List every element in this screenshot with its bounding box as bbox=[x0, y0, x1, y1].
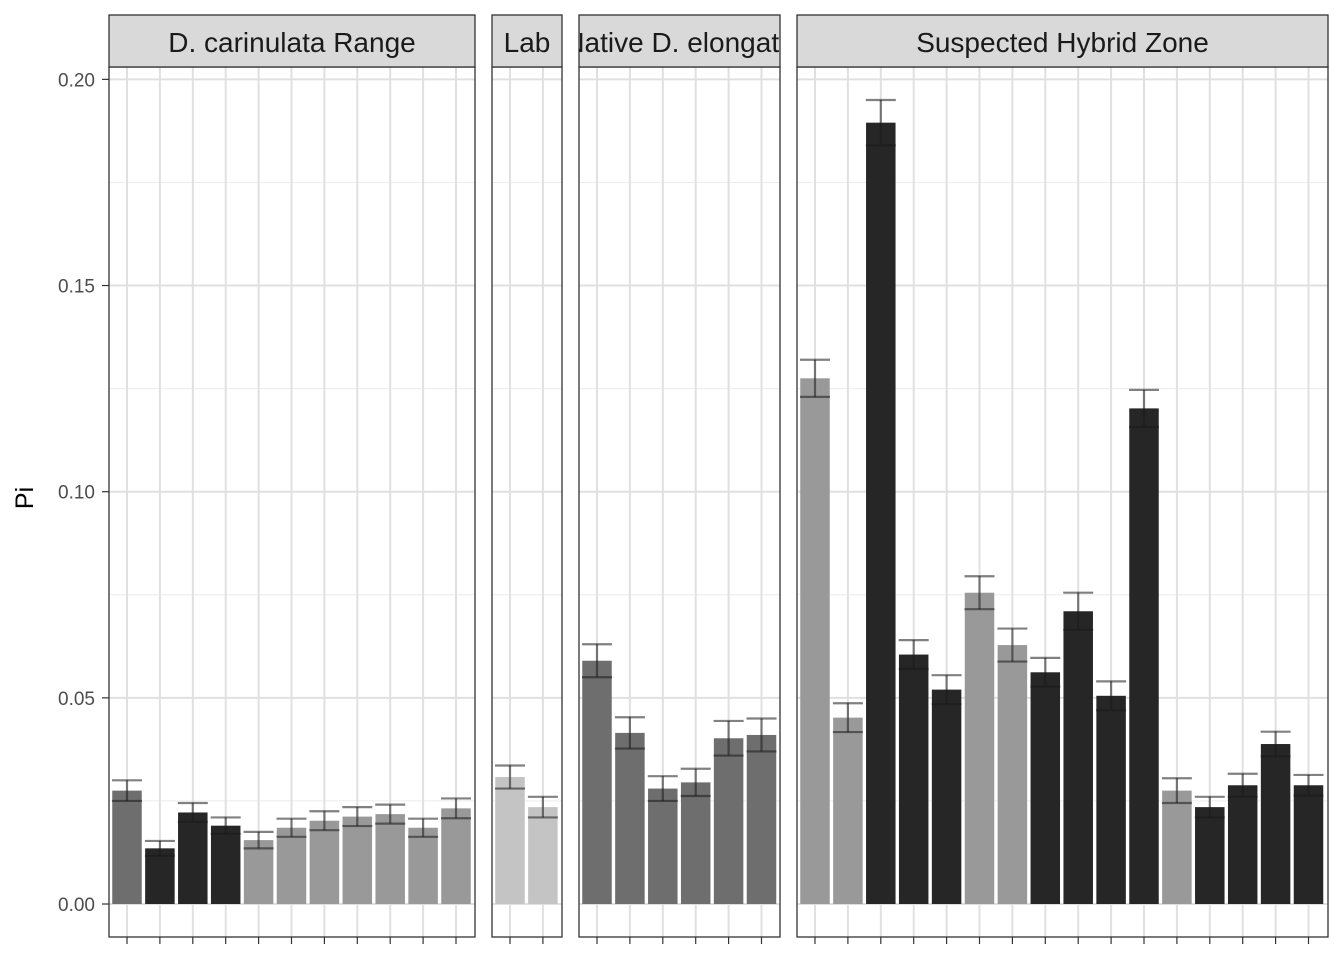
error-bar bbox=[342, 806, 373, 828]
bar bbox=[1227, 785, 1258, 905]
bar bbox=[112, 790, 142, 905]
bar bbox=[582, 660, 612, 905]
error-bar bbox=[582, 643, 612, 679]
error-bar bbox=[177, 801, 208, 824]
facet-panel: Suspected Hybrid Zone bbox=[796, 14, 1329, 944]
error-bar bbox=[713, 719, 744, 757]
error-bar bbox=[832, 702, 863, 734]
bar bbox=[1195, 807, 1225, 905]
bar bbox=[408, 827, 438, 905]
facet-strip bbox=[796, 14, 1329, 68]
y-tick-label: 0.15 bbox=[58, 277, 95, 298]
bar bbox=[1030, 672, 1061, 905]
error-bar bbox=[931, 674, 962, 706]
error-bar bbox=[1030, 656, 1061, 688]
facet-panel: D. carinulata Range bbox=[108, 14, 476, 944]
facet-strip-label: D. carinulata Range bbox=[168, 27, 415, 58]
y-tick-label: 0.10 bbox=[58, 483, 95, 504]
error-bar bbox=[441, 797, 471, 820]
error-bar bbox=[1096, 680, 1127, 712]
bar bbox=[1096, 695, 1126, 905]
bar bbox=[898, 654, 929, 905]
facet-strip bbox=[108, 14, 476, 68]
bar bbox=[1129, 408, 1159, 905]
bar bbox=[648, 788, 678, 905]
y-tick-label: 0.20 bbox=[58, 70, 95, 91]
bar bbox=[1162, 790, 1192, 905]
bar bbox=[615, 732, 645, 905]
bar bbox=[243, 840, 274, 905]
error-bar bbox=[495, 764, 525, 790]
bar bbox=[441, 808, 471, 905]
y-axis: 0.00 0.05 0.10 0.15 0.20 bbox=[58, 70, 109, 916]
bar bbox=[1293, 785, 1324, 905]
error-bar bbox=[210, 816, 241, 836]
bar bbox=[866, 122, 896, 905]
error-bar bbox=[1260, 730, 1291, 758]
error-bar bbox=[997, 627, 1028, 663]
facet-panel: Lab bbox=[491, 14, 563, 944]
facet-panel: Native D. elongata bbox=[564, 14, 795, 944]
error-bar bbox=[112, 779, 142, 803]
facet-strip bbox=[578, 14, 781, 68]
error-bar bbox=[1161, 777, 1192, 805]
error-bar bbox=[898, 639, 929, 671]
error-bar bbox=[614, 716, 645, 750]
panel-background bbox=[579, 67, 780, 937]
bar bbox=[964, 592, 995, 905]
bar bbox=[746, 734, 777, 905]
facet-strip-label: Lab bbox=[504, 27, 551, 58]
y-axis-label: Pi bbox=[11, 487, 39, 509]
bar bbox=[528, 807, 558, 905]
error-bar bbox=[527, 795, 558, 819]
error-bar bbox=[1293, 773, 1324, 797]
bar bbox=[680, 782, 711, 905]
error-bar bbox=[800, 358, 830, 398]
facet-strip-label: Suspected Hybrid Zone bbox=[916, 27, 1209, 58]
error-bar bbox=[243, 830, 274, 850]
bar bbox=[713, 738, 744, 905]
bar bbox=[1260, 744, 1291, 905]
error-bar bbox=[309, 810, 340, 832]
bar bbox=[997, 645, 1028, 905]
error-bar bbox=[276, 817, 307, 838]
error-bar bbox=[964, 575, 995, 611]
facet-strip-label: Native D. elongata bbox=[564, 27, 795, 58]
y-tick-label: 0.00 bbox=[58, 895, 95, 916]
bar bbox=[145, 848, 175, 905]
bar bbox=[1063, 611, 1093, 905]
error-bar bbox=[865, 98, 896, 147]
bar bbox=[210, 825, 241, 905]
bar bbox=[276, 827, 307, 905]
error-bar bbox=[746, 717, 777, 753]
error-bar bbox=[375, 803, 406, 825]
error-bar bbox=[1063, 591, 1094, 631]
bar bbox=[178, 812, 208, 905]
error-bar bbox=[1129, 388, 1159, 429]
error-bar bbox=[680, 767, 711, 798]
facet-strip bbox=[491, 14, 563, 68]
error-bar bbox=[1227, 772, 1258, 798]
error-bar bbox=[647, 775, 678, 803]
bar bbox=[342, 816, 373, 905]
bar bbox=[800, 378, 830, 905]
error-bar bbox=[408, 817, 439, 838]
y-tick-label: 0.05 bbox=[58, 689, 95, 710]
error-bar bbox=[144, 839, 175, 857]
bar bbox=[931, 689, 962, 905]
facet-panels: D. carinulata Range Lab Native D. elongata… bbox=[108, 14, 1329, 944]
bar bbox=[495, 777, 525, 905]
error-bar bbox=[1194, 795, 1225, 819]
bar bbox=[375, 814, 405, 905]
bar bbox=[309, 820, 340, 905]
bar bbox=[833, 717, 863, 905]
